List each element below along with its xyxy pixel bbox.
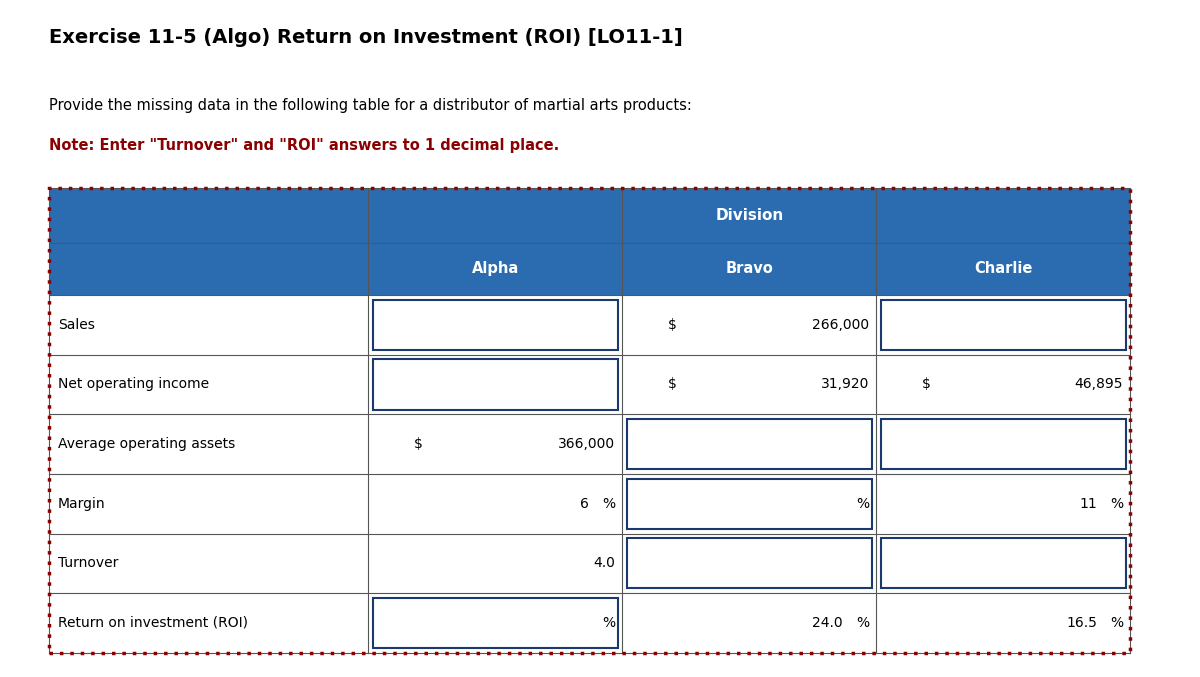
- Text: Provide the missing data in the following table for a distributor of martial art: Provide the missing data in the followin…: [49, 97, 692, 113]
- Text: $: $: [668, 318, 677, 332]
- Text: 24.0: 24.0: [812, 616, 842, 630]
- Text: Division: Division: [715, 208, 784, 223]
- Text: %: %: [1110, 497, 1123, 510]
- Bar: [628, 419, 871, 469]
- Text: %: %: [602, 616, 616, 630]
- Text: 266,000: 266,000: [812, 318, 869, 332]
- Text: %: %: [1110, 616, 1123, 630]
- Text: $: $: [922, 378, 931, 391]
- Bar: [373, 598, 618, 648]
- Text: 31,920: 31,920: [821, 378, 869, 391]
- Text: %: %: [856, 616, 869, 630]
- Text: 46,895: 46,895: [1075, 378, 1123, 391]
- Bar: [373, 359, 618, 410]
- Text: $: $: [414, 437, 422, 451]
- Bar: [49, 593, 1130, 653]
- Text: %: %: [856, 497, 869, 510]
- Text: Turnover: Turnover: [58, 556, 118, 570]
- Bar: [881, 419, 1126, 469]
- Text: 6: 6: [580, 497, 589, 510]
- Text: 4.0: 4.0: [593, 556, 616, 570]
- Text: 16.5: 16.5: [1066, 616, 1097, 630]
- Text: Net operating income: Net operating income: [58, 378, 209, 391]
- Bar: [373, 300, 618, 350]
- Text: 366,000: 366,000: [558, 437, 616, 451]
- Text: Bravo: Bravo: [726, 261, 773, 276]
- Text: 11: 11: [1079, 497, 1097, 510]
- Text: Average operating assets: Average operating assets: [58, 437, 235, 451]
- Text: Margin: Margin: [58, 497, 106, 510]
- Bar: [49, 414, 1130, 474]
- Bar: [49, 188, 1130, 243]
- Bar: [49, 243, 1130, 295]
- Text: Return on investment (ROI): Return on investment (ROI): [58, 616, 247, 630]
- Bar: [49, 295, 1130, 355]
- Bar: [49, 355, 1130, 414]
- Bar: [49, 533, 1130, 593]
- Text: $: $: [668, 378, 677, 391]
- Text: Note: Enter "Turnover" and "ROI" answers to 1 decimal place.: Note: Enter "Turnover" and "ROI" answers…: [49, 138, 559, 153]
- Bar: [628, 479, 871, 529]
- Bar: [881, 300, 1126, 350]
- Text: Exercise 11-5 (Algo) Return on Investment (ROI) [LO11-1]: Exercise 11-5 (Algo) Return on Investmen…: [49, 28, 683, 47]
- Text: Alpha: Alpha: [472, 261, 518, 276]
- Text: %: %: [602, 497, 616, 510]
- Text: Sales: Sales: [58, 318, 95, 332]
- Bar: [49, 474, 1130, 533]
- Bar: [881, 538, 1126, 588]
- Text: Charlie: Charlie: [974, 261, 1032, 276]
- Bar: [628, 538, 871, 588]
